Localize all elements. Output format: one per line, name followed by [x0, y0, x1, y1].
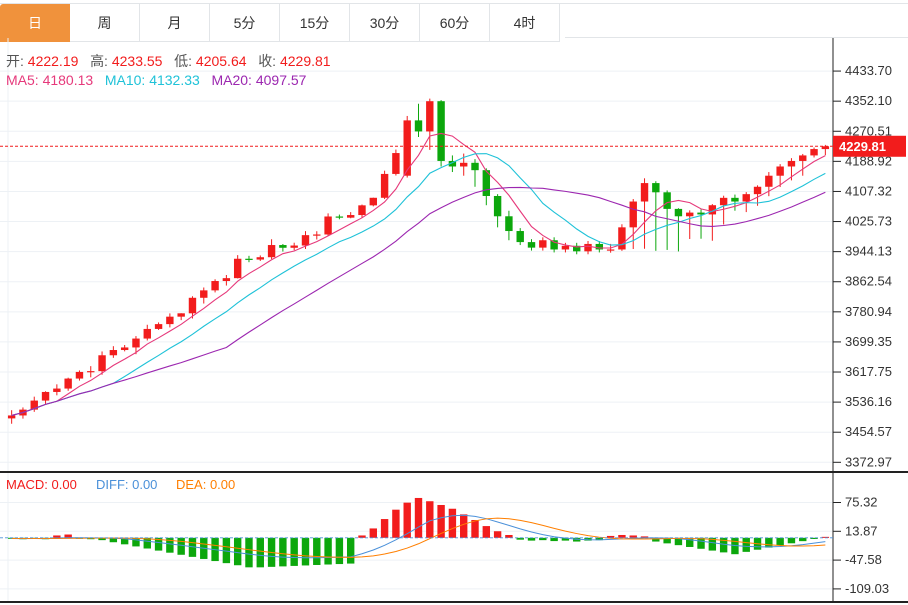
svg-text:MACD: 0.00: MACD: 0.00 — [6, 477, 77, 492]
svg-text:DEA: 0.00: DEA: 0.00 — [176, 477, 235, 492]
svg-text:3454.57: 3454.57 — [845, 424, 892, 439]
svg-text:3699.35: 3699.35 — [845, 334, 892, 349]
svg-text:75.32: 75.32 — [845, 495, 878, 510]
svg-text:3862.54: 3862.54 — [845, 274, 892, 289]
svg-text:-109.03: -109.03 — [845, 581, 889, 596]
svg-text:3944.13: 3944.13 — [845, 244, 892, 259]
svg-text:3536.16: 3536.16 — [845, 394, 892, 409]
svg-text:3780.94: 3780.94 — [845, 304, 892, 319]
svg-text:4107.32: 4107.32 — [845, 183, 892, 198]
svg-text:4352.10: 4352.10 — [845, 93, 892, 108]
svg-text:3617.75: 3617.75 — [845, 364, 892, 379]
svg-text:13.87: 13.87 — [845, 523, 878, 538]
svg-text:4229.81: 4229.81 — [839, 139, 886, 154]
svg-text:-47.58: -47.58 — [845, 552, 882, 567]
svg-text:DIFF: 0.00: DIFF: 0.00 — [96, 477, 157, 492]
svg-text:4433.70: 4433.70 — [845, 63, 892, 78]
svg-text:3372.97: 3372.97 — [845, 454, 892, 469]
svg-text:4025.73: 4025.73 — [845, 214, 892, 229]
